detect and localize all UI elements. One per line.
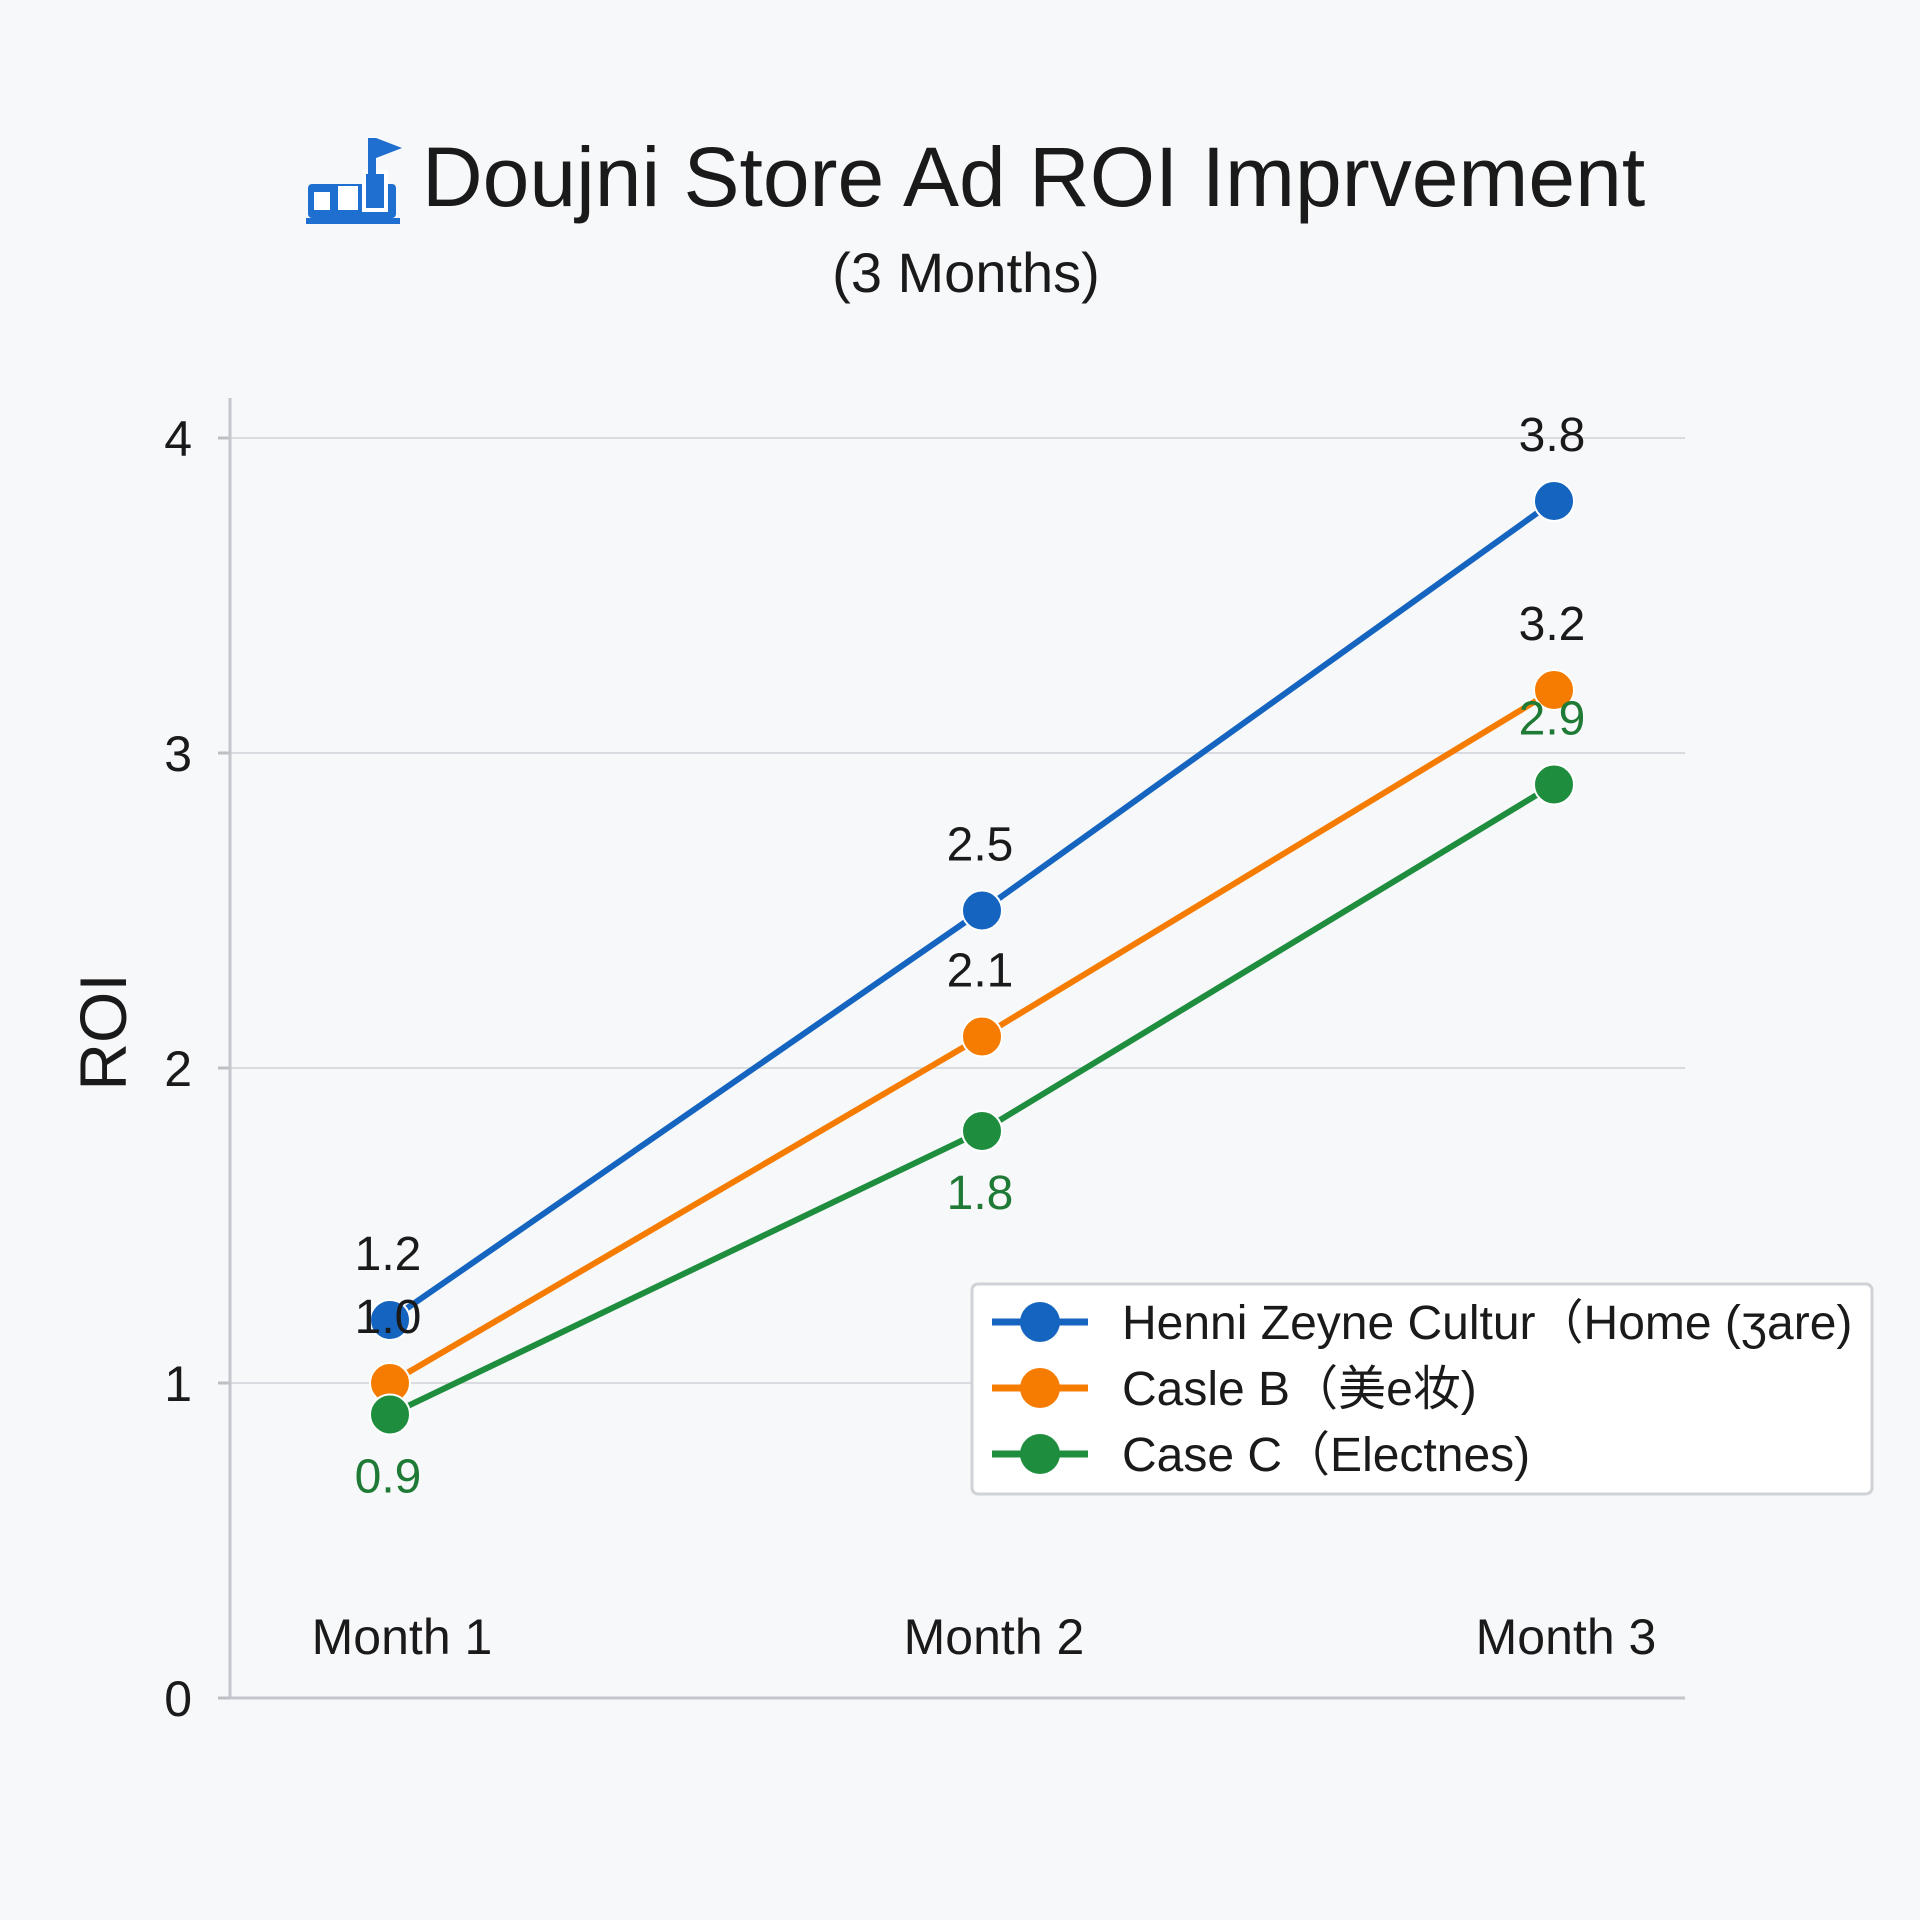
y-tick-label: 1 bbox=[164, 1356, 192, 1412]
data-point bbox=[961, 889, 1003, 932]
y-tick-label: 2 bbox=[164, 1041, 192, 1097]
legend-entry-label: Casle B（美e妆) bbox=[1122, 1363, 1477, 1416]
x-tick-label: Month 3 bbox=[1476, 1609, 1657, 1665]
data-labels: 1.2 2.5 3.8 1.0 2.1 3.2 0.9 1.8 2.9 bbox=[355, 409, 1586, 1504]
data-label: 3.2 bbox=[1519, 598, 1586, 651]
bar-chart-flag-icon bbox=[306, 138, 402, 224]
legend-entry-label: Henni Zeyne Cultur（Home (ʒare) bbox=[1122, 1297, 1852, 1350]
data-point bbox=[369, 1299, 411, 1341]
legend-marker bbox=[1020, 1434, 1060, 1474]
legend: Henni Zeyne Cultur（Home (ʒare) Casle B（美e… bbox=[970, 1282, 1874, 1496]
chart-title: Doujni Store Ad ROI Imprvement bbox=[422, 130, 1645, 224]
data-label: 0.9 bbox=[355, 1451, 422, 1504]
data-point bbox=[961, 1015, 1003, 1058]
legend-entry-label: Case C（Electnes) bbox=[1122, 1429, 1530, 1482]
y-tick-label: 0 bbox=[164, 1671, 192, 1727]
y-tick-label: 3 bbox=[164, 726, 192, 782]
axes bbox=[218, 398, 1685, 1700]
x-tick-label: Month 2 bbox=[904, 1609, 1085, 1665]
series bbox=[369, 480, 1575, 1436]
data-label: 3.8 bbox=[1519, 409, 1586, 462]
chart-subtitle: (3 Months) bbox=[832, 241, 1100, 304]
y-tick-label: 4 bbox=[164, 411, 192, 467]
data-label: 1.0 bbox=[355, 1291, 422, 1344]
x-tick-label: Month 1 bbox=[312, 1609, 493, 1665]
data-label: 1.2 bbox=[355, 1228, 422, 1281]
data-label: 2.9 bbox=[1519, 693, 1586, 746]
data-point bbox=[1533, 669, 1575, 711]
data-point bbox=[961, 1110, 1003, 1152]
data-point bbox=[1533, 763, 1575, 806]
gridlines bbox=[230, 437, 1685, 1384]
data-label: 2.5 bbox=[947, 819, 1014, 872]
data-point bbox=[369, 1393, 411, 1436]
y-tick-labels: 0 1 2 3 4 bbox=[164, 411, 192, 1727]
data-label: 1.8 bbox=[947, 1167, 1014, 1220]
x-tick-labels: Month 1 Month 2 Month 3 bbox=[312, 1609, 1657, 1665]
legend-box bbox=[970, 1282, 1874, 1496]
data-point bbox=[1533, 480, 1575, 522]
data-label: 2.1 bbox=[947, 945, 1014, 998]
legend-marker bbox=[1020, 1302, 1060, 1342]
legend-marker bbox=[1020, 1368, 1060, 1408]
y-axis-label: ROI bbox=[66, 973, 140, 1090]
